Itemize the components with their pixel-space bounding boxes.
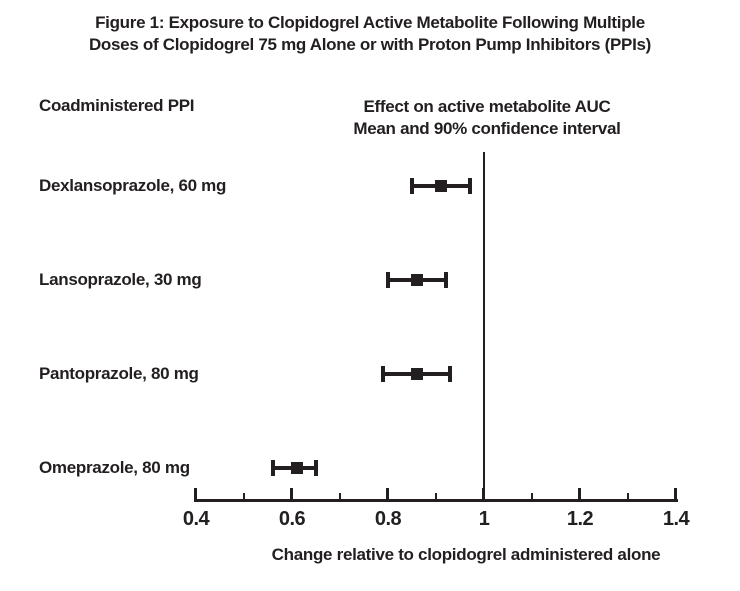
- x-axis-major-tick: [386, 488, 389, 502]
- mean-marker: [434, 180, 447, 192]
- x-axis-tick-label: 0.8: [374, 508, 402, 530]
- column-header-effect: Effect on active metabolite AUC Mean and…: [353, 96, 621, 140]
- row-label: Lansoprazole, 30 mg: [39, 270, 202, 289]
- column-header-effect-line2: Mean and 90% confidence interval: [353, 119, 621, 138]
- column-header-effect-line1: Effect on active metabolite AUC: [363, 97, 611, 116]
- mean-marker: [410, 274, 423, 286]
- ci-cap-left: [386, 272, 390, 288]
- x-axis-major-tick: [290, 488, 293, 502]
- ci-cap-right: [314, 460, 318, 476]
- ci-cap-left: [410, 178, 414, 194]
- ci-cap-right: [448, 366, 453, 382]
- figure-title: Figure 1: Exposure to Clopidogrel Active…: [0, 12, 740, 56]
- x-axis-tick-label: 0.6: [278, 508, 306, 530]
- x-axis-minor-tick: [531, 493, 533, 502]
- x-axis-major-tick: [482, 488, 485, 502]
- row-label: Dexlansoprazole, 60 mg: [39, 176, 227, 195]
- x-axis-label: Change relative to clopidogrel administe…: [271, 545, 661, 564]
- mean-marker: [410, 368, 423, 380]
- x-axis-minor-tick: [627, 493, 629, 502]
- column-header-ppi: Coadministered PPI: [39, 96, 195, 115]
- mean-marker: [290, 462, 303, 474]
- x-axis-major-tick: [578, 488, 581, 502]
- x-axis-tick-label: 1: [478, 508, 490, 530]
- reference-line: [483, 152, 485, 502]
- x-axis-tick-label: 1.2: [566, 508, 594, 530]
- x-axis-major-tick: [674, 488, 677, 502]
- row-label: Pantoprazole, 80 mg: [39, 364, 199, 383]
- ci-cap-right: [443, 272, 448, 288]
- x-axis-minor-tick: [339, 493, 341, 502]
- x-axis-major-tick: [194, 488, 197, 502]
- x-axis-tick-label: 0.4: [182, 508, 210, 530]
- x-axis-tick-label: 1.4: [662, 508, 690, 530]
- ci-cap-right: [467, 178, 472, 194]
- ci-cap-left: [381, 366, 386, 382]
- figure-title-line1: Figure 1: Exposure to Clopidogrel Active…: [95, 13, 645, 32]
- row-label: Omeprazole, 80 mg: [39, 458, 190, 477]
- x-axis-minor-tick: [243, 493, 245, 502]
- ci-cap-left: [270, 460, 275, 476]
- x-axis-minor-tick: [435, 493, 437, 502]
- figure-title-line2: Doses of Clopidogrel 75 mg Alone or with…: [88, 35, 652, 54]
